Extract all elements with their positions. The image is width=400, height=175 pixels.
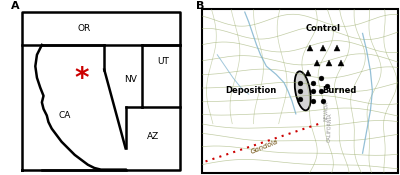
- Text: OR: OR: [78, 24, 91, 33]
- Text: Deposition: Deposition: [225, 86, 276, 95]
- Text: *: *: [74, 65, 88, 93]
- Text: CALIFORNIA: CALIFORNIA: [327, 112, 333, 142]
- Text: AZ: AZ: [147, 132, 160, 141]
- Text: UT: UT: [157, 57, 169, 66]
- Text: CA: CA: [59, 111, 71, 120]
- Text: NV: NV: [124, 75, 137, 84]
- Ellipse shape: [295, 71, 311, 110]
- Text: Burned: Burned: [322, 86, 356, 95]
- Text: B: B: [196, 1, 204, 11]
- Text: A: A: [11, 1, 19, 11]
- Text: Control: Control: [306, 24, 341, 33]
- Text: NEVADA: NEVADA: [324, 100, 329, 121]
- Text: Gondola: Gondola: [250, 138, 279, 155]
